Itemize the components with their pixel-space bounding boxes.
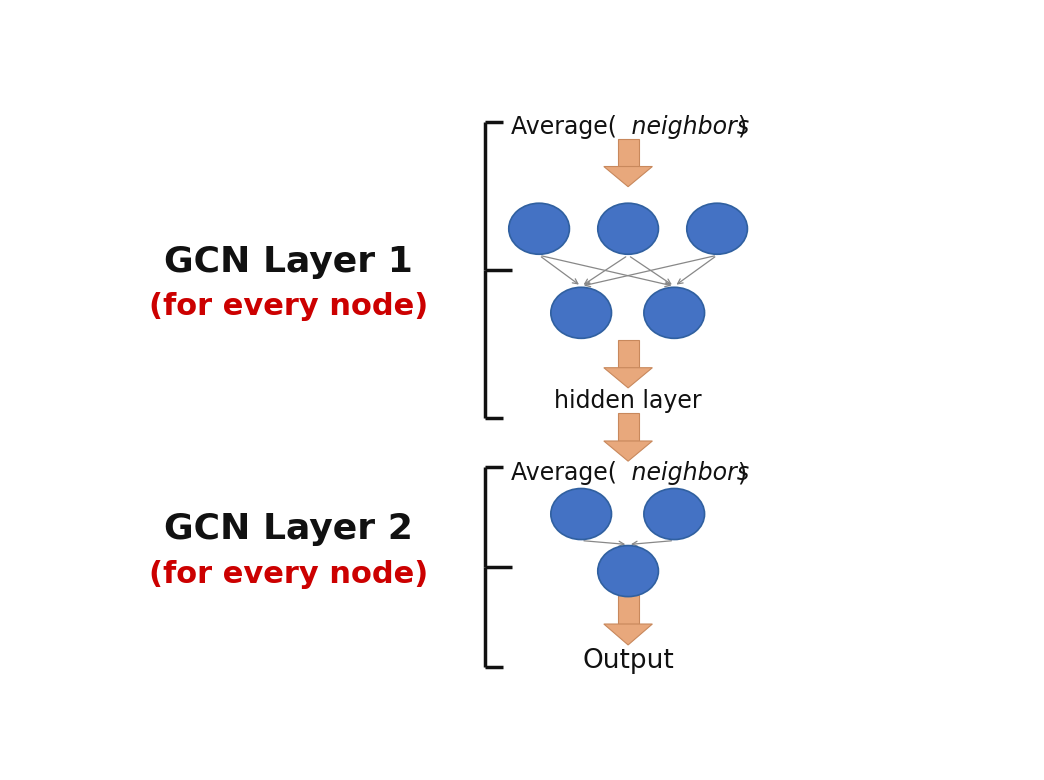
Text: (for every node): (for every node) [148,292,428,321]
Polygon shape [603,441,652,461]
Text: ): ) [737,115,746,139]
Polygon shape [618,340,639,367]
Text: neighbors: neighbors [624,461,757,485]
Text: hidden layer: hidden layer [554,389,702,413]
Polygon shape [618,139,639,166]
Ellipse shape [687,204,748,254]
Text: GCN Layer 1: GCN Layer 1 [164,245,412,278]
Polygon shape [603,166,652,186]
Text: Average(: Average( [511,115,624,139]
Ellipse shape [598,545,659,597]
Text: ): ) [737,461,746,485]
Ellipse shape [508,204,569,254]
Polygon shape [618,413,639,441]
Ellipse shape [598,204,659,254]
Ellipse shape [551,488,612,540]
Ellipse shape [551,287,612,339]
Polygon shape [603,624,652,645]
Text: Output: Output [583,648,674,674]
Text: (for every node): (for every node) [148,559,428,589]
Text: neighbors: neighbors [624,115,757,139]
Polygon shape [603,367,652,388]
Polygon shape [618,595,639,624]
Text: GCN Layer 2: GCN Layer 2 [164,512,412,546]
Ellipse shape [644,488,705,540]
Text: Average(: Average( [511,461,624,485]
Ellipse shape [644,287,705,339]
